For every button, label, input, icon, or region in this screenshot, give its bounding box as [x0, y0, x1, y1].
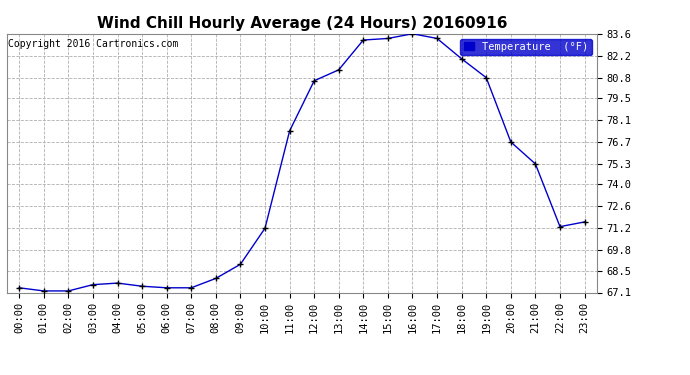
Title: Wind Chill Hourly Average (24 Hours) 20160916: Wind Chill Hourly Average (24 Hours) 201…	[97, 16, 507, 31]
Text: Copyright 2016 Cartronics.com: Copyright 2016 Cartronics.com	[8, 39, 179, 50]
Legend: Temperature  (°F): Temperature (°F)	[460, 39, 591, 55]
